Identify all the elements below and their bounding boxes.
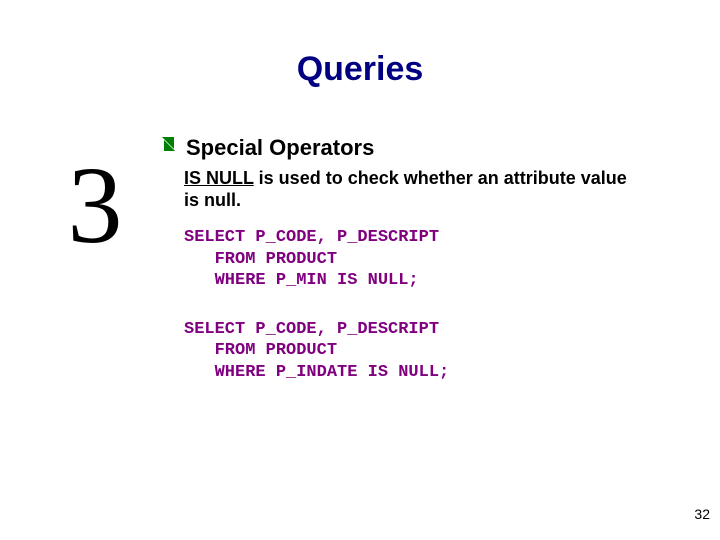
desc-keyword: IS NULL xyxy=(184,168,254,188)
bullet-row: Special Operators xyxy=(160,135,650,160)
code-block-2: SELECT P_CODE, P_DESCRIPT FROM PRODUCT W… xyxy=(184,319,650,383)
slide-title: Queries xyxy=(30,50,690,89)
content-row: 3 Special Operators IS NULL is used to c… xyxy=(30,135,690,411)
description: IS NULL is used to check whether an attr… xyxy=(184,168,650,211)
chapter-number: 3 xyxy=(30,159,160,253)
desc-rest-1: is used to check whether an attribute va… xyxy=(254,168,627,188)
bullet-icon xyxy=(160,135,178,157)
slide-body: Special Operators IS NULL is used to che… xyxy=(160,135,690,411)
slide: Queries 3 Special Operators IS NULL is u… xyxy=(0,0,720,540)
page-number: 32 xyxy=(694,506,710,522)
bullet-text: Special Operators xyxy=(186,135,374,160)
code-block-1: SELECT P_CODE, P_DESCRIPT FROM PRODUCT W… xyxy=(184,227,650,291)
desc-line-2: is null. xyxy=(184,190,241,210)
